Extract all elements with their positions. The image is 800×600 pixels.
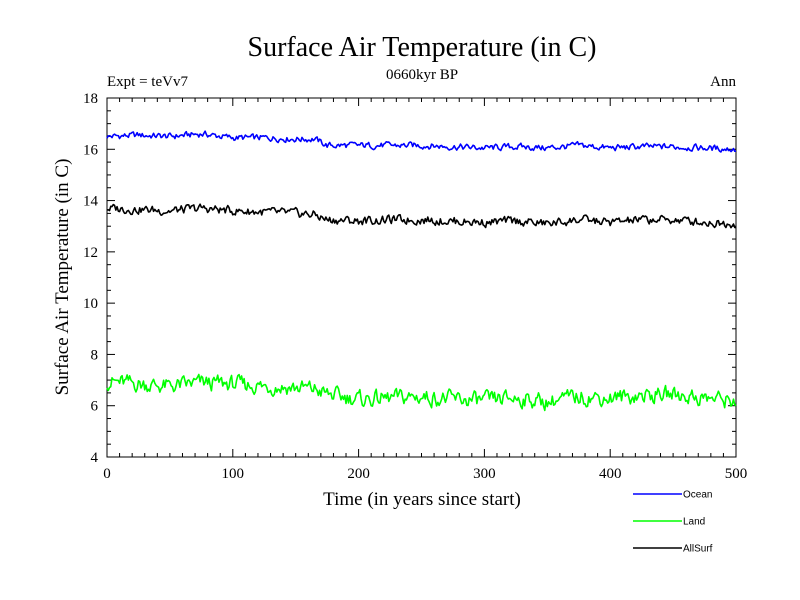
y-tick-label: 14: [83, 194, 99, 210]
plot-frame: [106, 97, 737, 458]
y-tick-label: 10: [83, 296, 98, 312]
y-axis: 4 6 8 10 12 14 16 18: [83, 91, 736, 466]
legend-label-land: Land: [683, 517, 705, 528]
x-axis: 0 100 200 300 400 500: [103, 98, 747, 482]
series-line-land: [106, 373, 737, 412]
legend-label-ocean: Ocean: [683, 490, 712, 501]
y-tick-label: 16: [83, 142, 99, 158]
legend-label-allsurf: AllSurf: [683, 544, 713, 555]
y-tick-label: 8: [91, 347, 99, 363]
series-line-allsurf: [106, 203, 737, 229]
legend: Ocean Land AllSurf: [633, 490, 713, 555]
x-axis-label: Time (in years since start): [323, 489, 521, 510]
x-tick-label: 200: [347, 466, 370, 482]
x-tick-label: 500: [725, 466, 748, 482]
series-line-ocean: [106, 130, 737, 153]
y-tick-label: 12: [83, 245, 98, 261]
chart-subtitle: 0660kyr BP: [386, 67, 458, 83]
chart-title: Surface Air Temperature (in C): [248, 32, 597, 63]
y-tick-label: 4: [91, 450, 99, 466]
series-lines: [106, 130, 737, 412]
x-tick-label: 100: [222, 466, 245, 482]
x-tick-label: 400: [599, 466, 622, 482]
y-tick-label: 6: [91, 399, 99, 415]
y-axis-label: Surface Air Temperature (in C): [52, 159, 73, 396]
x-tick-label: 0: [103, 466, 111, 482]
experiment-label: Expt = teVv7: [107, 74, 188, 90]
y-tick-label: 18: [83, 91, 98, 107]
x-tick-label: 300: [473, 466, 496, 482]
season-label: Ann: [710, 74, 736, 90]
